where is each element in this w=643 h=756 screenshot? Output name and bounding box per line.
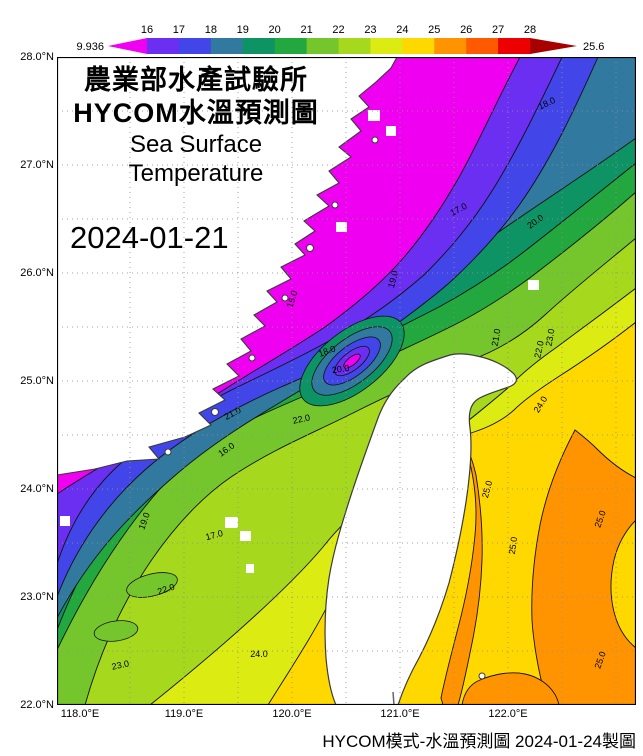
bottom-caption: HYCOM模式-水溫預測圖 2024-01-24製圖 (322, 732, 636, 751)
taiwan-island (324, 353, 517, 705)
colorbar-tick-label: 26 (460, 24, 472, 36)
islet (306, 244, 314, 252)
colorbar-tick-label: 21 (300, 24, 312, 36)
y-axis-tick-label: 27.0°N (20, 159, 54, 171)
x-axis-tick-label: 120.0°E (272, 708, 312, 720)
title-block: 農業部水產試驗所 HYCOM水溫預測圖 Sea Surface Temperat… (60, 64, 332, 188)
islet (281, 294, 289, 302)
colorbar-tick-label: 25 (428, 24, 440, 36)
y-axis-tick-label: 22.0°N (20, 699, 54, 711)
colorbar-tick-label: 18 (205, 24, 217, 36)
colorbar-tick-label: 24 (396, 24, 408, 36)
colorbar-tick-label: 19 (237, 24, 249, 36)
y-axis-tick-label: 24.0°N (20, 483, 54, 495)
colorbar-tick-label: 17 (173, 24, 185, 36)
colorbar-tick-labels: 16 17 18 19 20 21 22 23 24 25 26 27 28 (141, 24, 536, 36)
contour-value-label: 17.0 (204, 528, 224, 542)
title-org: 農業部水產試驗所 (84, 65, 308, 95)
contour-value-label: 19.0 (386, 269, 400, 289)
coastal-islets (164, 136, 379, 456)
x-axis-tick-label: 122.0°E (488, 708, 528, 720)
colorbar-segment (402, 38, 435, 54)
colorbar-tick-label: 28 (524, 24, 536, 36)
plot-border (57, 57, 636, 705)
forecast-date: 2024-01-21 (70, 220, 229, 255)
mainland-china-landmass (57, 57, 398, 476)
y-axis-tick-label: 28.0°N (20, 51, 54, 63)
colorbar-segment (242, 38, 276, 54)
sst-map: 16.016.017.017.018.018.019.019.020.020.0… (57, 57, 636, 705)
contour-value-label: 22.0 (532, 340, 545, 359)
contour-value-label: 25.0 (507, 536, 519, 555)
islet (211, 408, 219, 416)
graticule-grid (57, 57, 636, 705)
colorbar: 16 17 18 19 20 21 22 23 24 25 26 27 28 9.936 25.6 (76, 24, 604, 54)
eddy-core (343, 353, 361, 369)
colorbar-right-arrow (530, 38, 577, 54)
kuroshio-main-orange (531, 429, 636, 705)
contour-value-label: 22.0 (292, 412, 311, 425)
closed-contour-blobs (93, 572, 178, 642)
islet (371, 136, 379, 144)
colorbar-tick-label: 22 (332, 24, 344, 36)
colorbar-tick-label: 16 (141, 24, 153, 36)
colorbar-tick-label: 20 (269, 24, 281, 36)
title-en-2: Temperature (128, 160, 264, 188)
colorbar-segment (178, 38, 212, 54)
y-axis-tick-label: 25.0°N (20, 375, 54, 387)
contour-value-label: 23.0 (544, 328, 557, 347)
colorbar-min-label: 9.936 (76, 41, 104, 53)
contour-value-label: 20.0 (331, 363, 350, 375)
colorbar-segment (147, 38, 180, 54)
colorbar-tick-label: 27 (492, 24, 504, 36)
colorbar-segments (147, 38, 531, 54)
colorbar-segment (338, 38, 371, 54)
masked-data-cells (60, 110, 539, 573)
colorbar-segment (306, 38, 340, 54)
south-orange-blob (461, 672, 560, 705)
colorbar-segment (466, 38, 499, 54)
colorbar-segment (370, 38, 403, 54)
islet (331, 201, 339, 209)
colorbar-left-arrow (108, 38, 147, 54)
hengchun-coast-mark (392, 691, 395, 705)
colorbar-segment (210, 38, 244, 54)
colorbar-segment (274, 38, 308, 54)
y-axis-tick-label: 26.0°N (20, 267, 54, 279)
offshore-island-southeast (478, 672, 486, 680)
blob-22-b (93, 620, 139, 642)
x-axis-tick-label: 119.0°E (164, 708, 204, 720)
x-axis-tick-label: 118.0°E (60, 708, 100, 720)
islet (248, 354, 256, 362)
x-axis-tick-label: 121.0°E (380, 708, 420, 720)
colorbar-tick-label: 23 (364, 24, 376, 36)
cold-eddy-rings (299, 315, 405, 407)
contour-value-label: 21.0 (490, 328, 503, 347)
colorbar-segment (498, 38, 531, 54)
islet (164, 448, 172, 456)
y-axis-tick-label: 23.0°N (20, 591, 54, 603)
colorbar-max-label: 25.6 (583, 41, 604, 53)
kuroshio-warm-band (440, 429, 636, 705)
blob-22-a (126, 572, 178, 598)
contour-value-label: 23.0 (111, 658, 130, 671)
contour-value-label: 24.0 (250, 649, 268, 659)
colorbar-segment (434, 38, 467, 54)
title-product: HYCOM水溫預測圖 (73, 97, 319, 128)
title-en-1: Sea Surface (129, 130, 263, 158)
coastal-orange-sliver (440, 447, 483, 705)
